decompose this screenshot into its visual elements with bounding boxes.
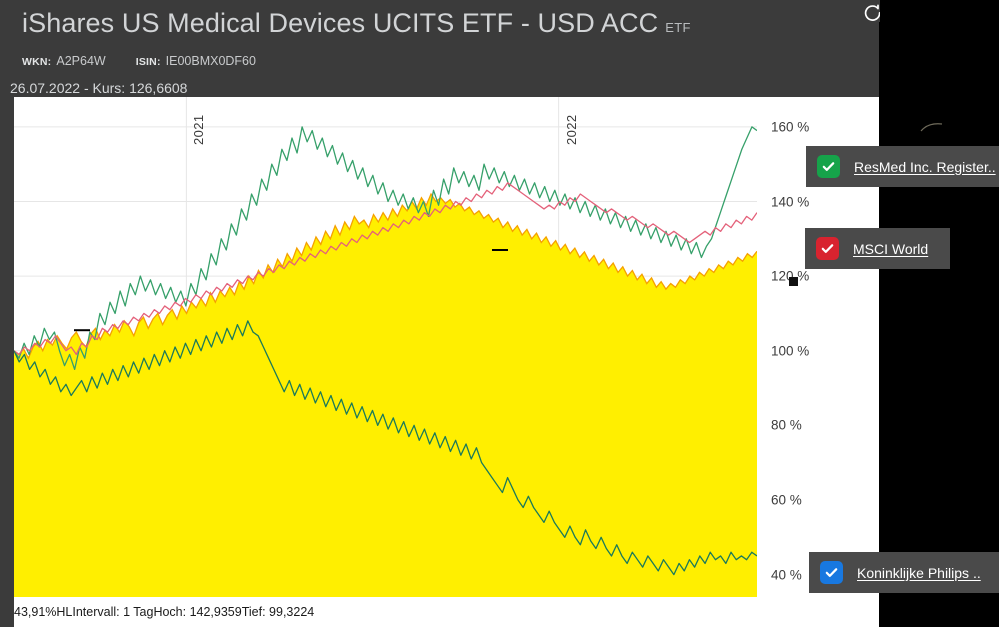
page-title: iShares US Medical Devices UCITS ETF - U… xyxy=(22,8,659,38)
wkn-value: A2P64W xyxy=(56,54,106,68)
x-axis-tick-label: 2021 xyxy=(191,114,207,145)
refresh-icon[interactable] xyxy=(862,4,882,24)
checkbox-resmed[interactable] xyxy=(817,155,840,178)
series-line xyxy=(14,320,757,576)
series-line xyxy=(14,126,757,371)
legend-chip-philips[interactable]: Koninklijke Philips .. xyxy=(809,552,999,593)
right-black-overlay-inner xyxy=(879,22,999,627)
current-price-marker xyxy=(789,277,798,287)
legend-label-philips[interactable]: Koninklijke Philips .. xyxy=(857,564,981,581)
legend-label-resmed[interactable]: ResMed Inc. Register.. xyxy=(854,158,996,175)
legend-chip-resmed[interactable]: ResMed Inc. Register.. xyxy=(806,146,999,187)
status-interval: Intervall: 1 Tag xyxy=(72,605,154,619)
y-axis-tick-label: 40 % xyxy=(771,567,802,583)
legend-chip-msci-world[interactable]: MSCI World xyxy=(805,228,950,269)
isin-label: ISIN: xyxy=(135,56,161,68)
y-axis: 160 % 140 % 120 % 100 % 80 % 60 % 40 % xyxy=(757,97,880,597)
series-group xyxy=(14,126,757,597)
cursor-marker xyxy=(74,248,508,332)
instrument-header: iShares US Medical Devices UCITS ETF - U… xyxy=(0,0,946,97)
isin-value: IE00BMX0DF60 xyxy=(165,54,256,68)
y-axis-tick-label: 60 % xyxy=(771,492,802,508)
overlay-scribble-mark xyxy=(920,123,943,132)
instrument-type-badge: ETF xyxy=(665,20,691,35)
status-low: Tief: 99,3224 xyxy=(241,605,315,619)
chart-status-bar: 43,91%HL Intervall: 1 Tag Hoch: 142,9359… xyxy=(14,597,880,627)
wkn-label: WKN: xyxy=(22,56,52,68)
chart-panel[interactable]: 2021 2022 160 % 140 % 120 % 100 % 80 % 60 % 40 … xyxy=(14,97,880,597)
identifiers-row: WKN: A2P64W ISIN: IE00BMX0DF60 xyxy=(22,54,256,68)
plot-area[interactable]: 2021 2022 xyxy=(14,97,757,597)
isin-group: ISIN: IE00BMX0DF60 xyxy=(136,54,256,68)
x-axis-tick-label: 2022 xyxy=(563,114,579,145)
series-line xyxy=(14,182,757,356)
y-axis-tick-label: 100 % xyxy=(771,343,810,359)
series-area-etf xyxy=(14,194,757,597)
y-axis-tick-label: 160 % xyxy=(771,119,810,135)
legend-label-msci-world[interactable]: MSCI World xyxy=(853,240,929,257)
status-high: Hoch: 142,9359 xyxy=(153,605,242,619)
title-row: iShares US Medical Devices UCITS ETF - U… xyxy=(22,8,691,39)
checkbox-msci-world[interactable] xyxy=(816,237,839,260)
status-hl-percent: 43,91%HL xyxy=(14,605,73,619)
quote-line: 26.07.2022 - Kurs: 126,6608 xyxy=(10,80,188,96)
y-axis-tick-label: 140 % xyxy=(771,194,810,209)
y-axis-tick-label: 120 % xyxy=(771,268,810,284)
series-line-etf xyxy=(14,192,757,360)
checkbox-philips[interactable] xyxy=(820,561,843,584)
price-chart-svg xyxy=(14,97,757,597)
wkn-group: WKN: A2P64W xyxy=(22,54,106,68)
y-axis-tick-label: 80 % xyxy=(771,417,802,433)
